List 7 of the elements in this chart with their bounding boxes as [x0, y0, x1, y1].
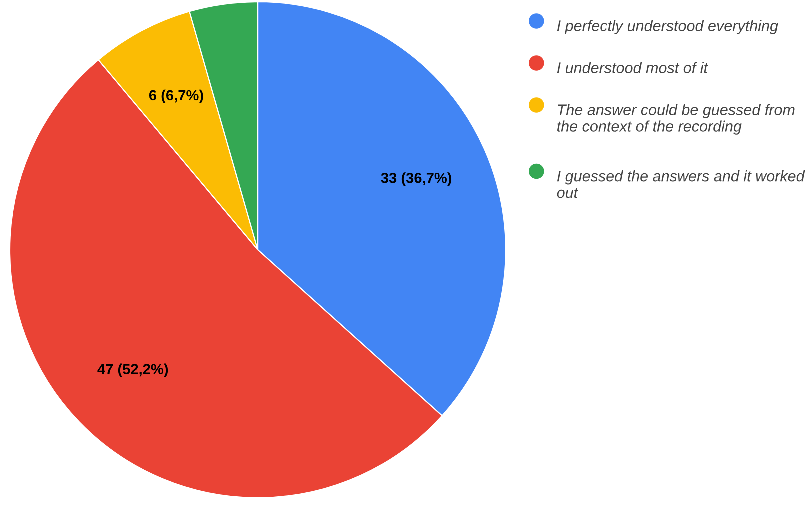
legend-label: I perfectly understood everything [557, 20, 778, 34]
data-label: 33 (36,7%) [381, 172, 452, 186]
legend-label: I understood most of it [557, 62, 709, 74]
data-label: 6 (6,7%) [149, 90, 204, 104]
data-label: 47 (52,2%) [98, 364, 168, 378]
legend-label: The answer could be guessed from the context of the recording [558, 104, 795, 135]
legend-label: I guessed the answers and it worked out [557, 170, 806, 198]
